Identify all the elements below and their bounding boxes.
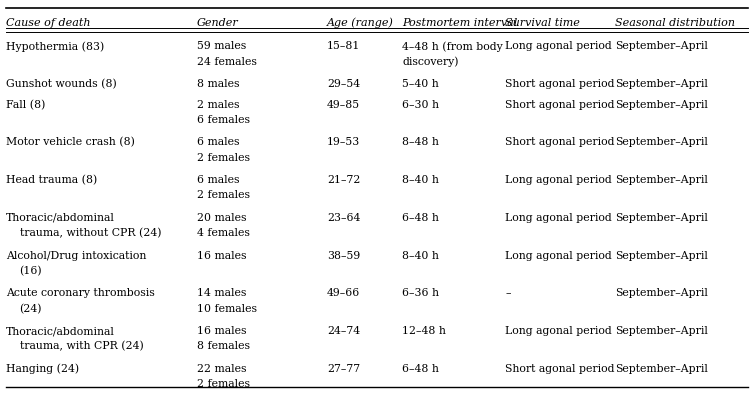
Text: 6–48 h: 6–48 h (402, 364, 439, 374)
Text: Thoracic/abdominal: Thoracic/abdominal (6, 326, 115, 336)
Text: 15–81: 15–81 (327, 41, 360, 51)
Text: 22 males: 22 males (197, 364, 247, 374)
Text: 38–59: 38–59 (327, 251, 360, 260)
Text: 14 males: 14 males (197, 288, 247, 298)
Text: 6–48 h: 6–48 h (402, 213, 439, 223)
Text: 27–77: 27–77 (327, 364, 360, 374)
Text: 8–48 h: 8–48 h (402, 137, 439, 147)
Text: September–April: September–April (615, 213, 708, 223)
Text: 24 females: 24 females (197, 57, 257, 67)
Text: Hypothermia (83): Hypothermia (83) (6, 41, 105, 52)
Text: Cause of death: Cause of death (6, 18, 90, 28)
Text: 2 females: 2 females (197, 190, 250, 200)
Text: trauma, with CPR (24): trauma, with CPR (24) (20, 341, 144, 351)
Text: 8–40 h: 8–40 h (402, 175, 439, 185)
Text: 6 males: 6 males (197, 137, 240, 147)
Text: 12–48 h: 12–48 h (402, 326, 446, 336)
Text: 8 males: 8 males (197, 79, 240, 89)
Text: 4–48 h (from body: 4–48 h (from body (402, 41, 503, 52)
Text: Alcohol/Drug intoxication: Alcohol/Drug intoxication (6, 251, 147, 260)
Text: Postmortem interval: Postmortem interval (402, 18, 517, 28)
Text: Short agonal period: Short agonal period (505, 100, 615, 110)
Text: 19–53: 19–53 (327, 137, 360, 147)
Text: September–April: September–April (615, 288, 708, 298)
Text: discovery): discovery) (402, 57, 459, 67)
Text: 29–54: 29–54 (327, 79, 360, 89)
Text: Long agonal period: Long agonal period (505, 251, 612, 260)
Text: 16 males: 16 males (197, 251, 247, 260)
Text: 24–74: 24–74 (327, 326, 360, 336)
Text: trauma, without CPR (24): trauma, without CPR (24) (20, 228, 161, 238)
Text: Seasonal distribution: Seasonal distribution (615, 18, 735, 28)
Text: Head trauma (8): Head trauma (8) (6, 175, 97, 185)
Text: Long agonal period: Long agonal period (505, 326, 612, 336)
Text: 2 males: 2 males (197, 100, 240, 110)
Text: Age (range): Age (range) (327, 18, 394, 28)
Text: Thoracic/abdominal: Thoracic/abdominal (6, 213, 115, 223)
Text: 23–64: 23–64 (327, 213, 360, 223)
Text: (16): (16) (20, 266, 42, 276)
Text: 8–40 h: 8–40 h (402, 251, 439, 260)
Text: 6 males: 6 males (197, 175, 240, 185)
Text: September–April: September–April (615, 175, 708, 185)
Text: Gunshot wounds (8): Gunshot wounds (8) (6, 79, 117, 89)
Text: 2 females: 2 females (197, 152, 250, 163)
Text: 4 females: 4 females (197, 228, 250, 238)
Text: Hanging (24): Hanging (24) (6, 364, 79, 374)
Text: 59 males: 59 males (197, 41, 246, 51)
Text: 8 females: 8 females (197, 341, 250, 351)
Text: September–April: September–April (615, 137, 708, 147)
Text: September–April: September–April (615, 79, 708, 89)
Text: 5–40 h: 5–40 h (402, 79, 439, 89)
Text: 6–36 h: 6–36 h (402, 288, 439, 298)
Text: 10 females: 10 females (197, 303, 257, 314)
Text: –: – (505, 288, 511, 298)
Text: Motor vehicle crash (8): Motor vehicle crash (8) (6, 137, 135, 148)
Text: Short agonal period: Short agonal period (505, 364, 615, 374)
Text: 49–85: 49–85 (327, 100, 360, 110)
Text: Long agonal period: Long agonal period (505, 213, 612, 223)
Text: September–April: September–April (615, 41, 708, 51)
Text: Gender: Gender (197, 18, 239, 28)
Text: September–April: September–April (615, 100, 708, 110)
Text: 20 males: 20 males (197, 213, 247, 223)
Text: Long agonal period: Long agonal period (505, 175, 612, 185)
Text: 6 females: 6 females (197, 115, 250, 125)
Text: 6–30 h: 6–30 h (402, 100, 439, 110)
Text: Short agonal period: Short agonal period (505, 137, 615, 147)
Text: Fall (8): Fall (8) (6, 100, 45, 110)
Text: September–April: September–April (615, 326, 708, 336)
Text: (24): (24) (20, 303, 42, 314)
Text: Short agonal period: Short agonal period (505, 79, 615, 89)
Text: 49–66: 49–66 (327, 288, 360, 298)
Text: Acute coronary thrombosis: Acute coronary thrombosis (6, 288, 155, 298)
Text: 16 males: 16 males (197, 326, 247, 336)
Text: 2 females: 2 females (197, 379, 250, 389)
Text: Survival time: Survival time (505, 18, 581, 28)
Text: September–April: September–April (615, 251, 708, 260)
Text: 21–72: 21–72 (327, 175, 360, 185)
Text: Long agonal period: Long agonal period (505, 41, 612, 51)
Text: September–April: September–April (615, 364, 708, 374)
